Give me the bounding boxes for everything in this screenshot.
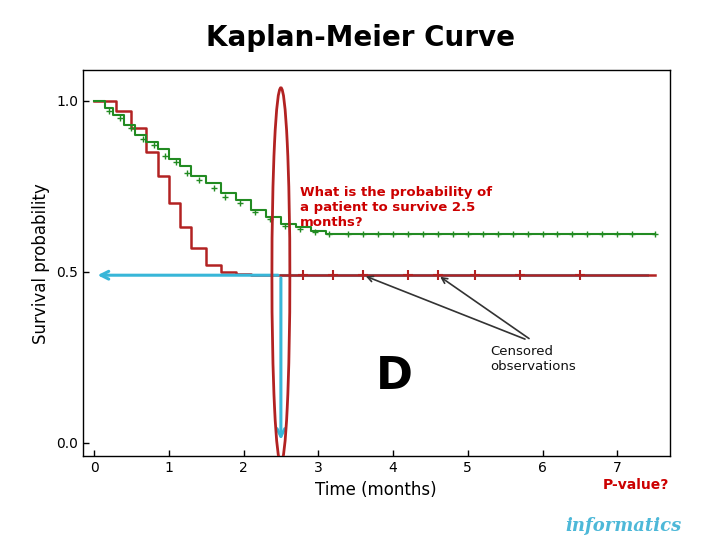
Text: Kaplan-Meier Curve: Kaplan-Meier Curve <box>205 24 515 52</box>
Text: Censored
observations: Censored observations <box>490 345 576 373</box>
Text: bio: bio <box>529 517 561 535</box>
Text: D: D <box>376 355 413 399</box>
Text: P-value?: P-value? <box>603 478 670 492</box>
Y-axis label: Survival probability: Survival probability <box>32 183 50 343</box>
X-axis label: Time (months): Time (months) <box>315 481 437 499</box>
Text: .ca: .ca <box>678 519 697 532</box>
Text: Module 3:  Clinical Data Integration: Module 3: Clinical Data Integration <box>11 519 220 532</box>
Text: What is the probability of
a patient to survive 2.5
months?: What is the probability of a patient to … <box>300 186 492 230</box>
Text: informatics: informatics <box>565 517 681 535</box>
